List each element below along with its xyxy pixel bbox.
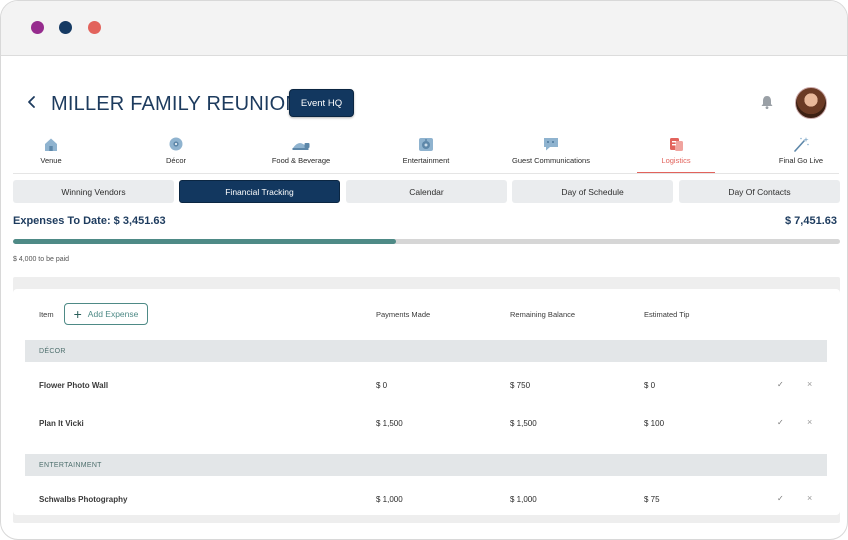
delete-x-icon[interactable]: × [807,379,813,389]
subtab-financial-tracking[interactable]: Financial Tracking [179,180,340,203]
column-header-item: Item [39,310,54,319]
estimated-tip-value: $ 100 [644,419,665,428]
category-label: Food & Beverage [271,156,331,165]
group-header-entertainment: ENTERTAINMENT [25,454,827,476]
expense-table: Item + Add Expense Payments Made Remaini… [13,289,840,515]
subtab-day-of-contacts[interactable]: Day Of Contacts [679,180,840,203]
category-nav: Venue Décor Food & Beverage [1,131,847,175]
notification-bell-icon[interactable] [759,94,775,110]
edit-pencil-icon[interactable]: ✓ [777,418,784,427]
category-decor[interactable]: Décor [136,131,216,174]
category-nav-divider [13,173,839,174]
window-dot-red[interactable] [88,21,101,34]
category-label: Final Go Live [778,156,824,165]
category-label: Venue [40,156,62,165]
expenses-progress-fill [13,239,396,244]
category-label: Guest Communications [512,156,590,165]
payments-made-value: $ 1,500 [376,419,403,428]
expense-item-name: Plan It Vicki [39,419,84,428]
column-header-payments-made: Payments Made [376,310,431,319]
category-label: Logistics [661,156,691,165]
table-row: Plan It Vicki $ 1,500 $ 1,500 $ 100 ✓ × [13,413,840,435]
payments-made-value: $ 1,000 [376,495,403,504]
venue-icon [45,138,57,151]
category-logistics[interactable]: Logistics [637,131,715,174]
food-beverage-icon [292,143,310,150]
category-guest-communications[interactable]: Guest Communications [509,131,593,174]
window-titlebar [1,1,847,56]
entertainment-icon [419,138,433,151]
group-header-decor: DÉCOR [25,340,827,362]
decor-icon [169,137,183,151]
category-label: Décor [165,156,186,165]
window-dot-purple[interactable] [31,21,44,34]
estimated-tip-value: $ 0 [644,381,656,390]
expense-item-name: Flower Photo Wall [39,381,109,390]
column-header-remaining-balance: Remaining Balance [510,310,576,319]
expenses-progress-bar [13,239,840,244]
estimated-tip-value: $ 75 [644,495,660,504]
subtab-calendar[interactable]: Calendar [346,180,507,203]
expenses-to-date: Expenses To Date: $ 3,451.63 [13,215,166,227]
remaining-balance-value: $ 1,500 [510,419,537,428]
user-avatar[interactable] [795,87,827,119]
remaining-balance-value: $ 1,000 [510,495,537,504]
amount-to-be-paid: $ 4,000 to be paid [13,256,70,263]
remaining-balance-value: $ 750 [510,381,531,390]
expenses-total: $ 7,451.63 [785,215,837,227]
subtab-day-of-schedule[interactable]: Day of Schedule [512,180,673,203]
subtab-winning-vendors[interactable]: Winning Vendors [13,180,174,203]
delete-x-icon[interactable]: × [807,493,813,503]
payments-made-value: $ 0 [376,381,388,390]
window-dot-navy[interactable] [59,21,72,34]
add-expense-button[interactable]: + Add Expense [64,303,148,325]
logistics-icon [670,138,683,151]
table-row: Schwalbs Photography $ 1,000 $ 1,000 $ 7… [13,489,840,511]
category-label: Entertainment [402,156,450,165]
category-entertainment[interactable]: Entertainment [386,131,466,174]
edit-pencil-icon[interactable]: ✓ [777,494,784,503]
back-chevron-icon[interactable] [25,94,39,110]
plus-icon: + [73,306,82,322]
expense-table-container: Item + Add Expense Payments Made Remaini… [13,277,840,523]
add-expense-label: Add Expense [87,309,139,319]
category-final-go-live[interactable]: Final Go Live [761,131,841,174]
edit-pencil-icon[interactable]: ✓ [777,380,784,389]
expense-item-name: Schwalbs Photography [39,495,128,504]
magic-wand-icon [794,137,809,152]
column-header-estimated-tip: Estimated Tip [644,310,690,319]
page-title: MILLER FAMILY REUNION [51,93,301,115]
chat-icon [544,138,558,151]
delete-x-icon[interactable]: × [807,417,813,427]
table-row: Flower Photo Wall $ 0 $ 750 $ 0 ✓ × [13,375,840,397]
category-food-beverage[interactable]: Food & Beverage [261,131,341,174]
category-venue[interactable]: Venue [11,131,91,174]
event-hq-button[interactable]: Event HQ [289,89,354,117]
